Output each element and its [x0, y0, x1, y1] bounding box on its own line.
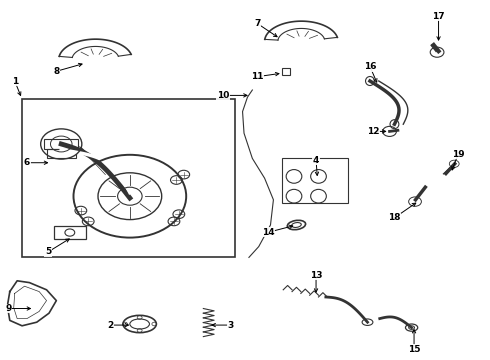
Text: 13: 13 [310, 271, 322, 280]
Text: 15: 15 [408, 345, 420, 354]
Text: 1: 1 [12, 77, 18, 85]
Text: 19: 19 [452, 150, 465, 158]
Text: 8: 8 [53, 67, 59, 76]
Text: 4: 4 [313, 156, 319, 165]
Text: 10: 10 [217, 91, 229, 100]
Text: 2: 2 [107, 320, 113, 330]
Text: 7: 7 [254, 19, 261, 28]
Text: 12: 12 [367, 127, 380, 136]
Text: 11: 11 [251, 72, 264, 81]
Text: 3: 3 [227, 320, 233, 330]
Text: 9: 9 [5, 304, 12, 313]
Text: 6: 6 [24, 158, 30, 167]
Text: 17: 17 [432, 12, 445, 21]
Text: 14: 14 [262, 228, 275, 237]
Text: 16: 16 [364, 62, 376, 71]
Text: 18: 18 [388, 213, 401, 222]
Text: 5: 5 [45, 248, 51, 256]
